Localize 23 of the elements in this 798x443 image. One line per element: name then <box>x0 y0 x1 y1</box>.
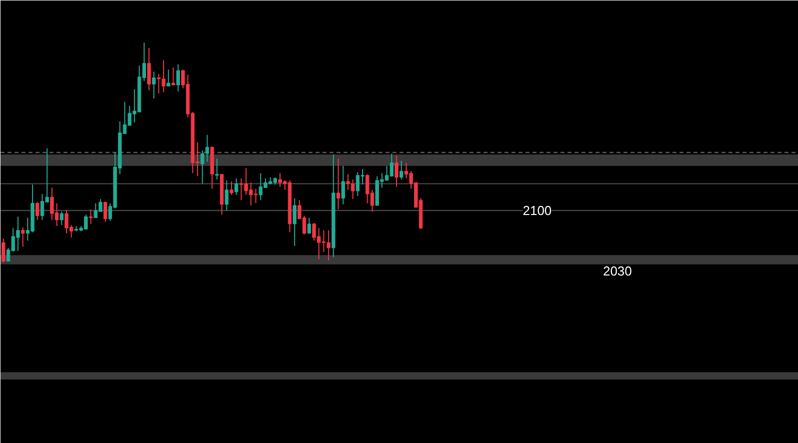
candlestick <box>400 160 404 180</box>
candlestick <box>20 226 25 248</box>
candlestick <box>307 217 312 234</box>
candlestick <box>103 202 108 222</box>
candlestick <box>152 71 156 100</box>
candlestick <box>88 208 93 224</box>
annotation: 2100 <box>522 203 552 218</box>
candlestick <box>292 198 296 246</box>
candlestick <box>234 178 238 196</box>
candlestick <box>171 66 176 86</box>
candlestick <box>224 180 229 211</box>
candlestick <box>36 202 40 220</box>
candlestick <box>336 158 340 210</box>
candlestick <box>341 165 345 205</box>
candlestick <box>2 238 6 263</box>
annotation: 2030 <box>602 263 632 278</box>
candlestick <box>394 155 398 188</box>
candlestick <box>215 158 219 180</box>
candlestick <box>176 64 180 92</box>
candlestick <box>230 180 234 196</box>
candlestick <box>147 47 151 91</box>
candlestick <box>166 69 170 87</box>
candlestick <box>60 211 64 226</box>
